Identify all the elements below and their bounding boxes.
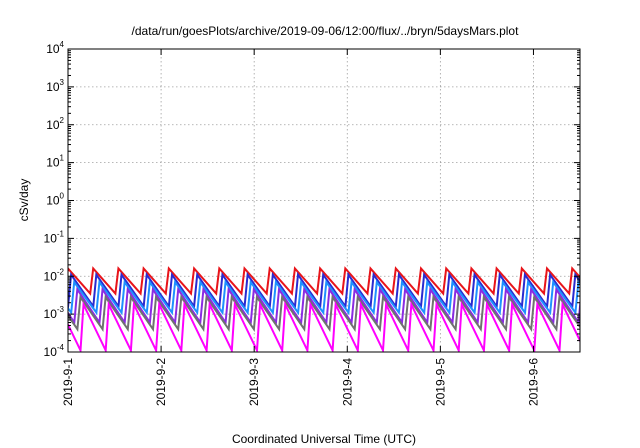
y-tick-exponent: 1 (60, 154, 65, 163)
y-tick-exponent: 0 (60, 192, 65, 201)
y-tick-base: 10 (46, 194, 60, 208)
y-tick-base: 10 (44, 345, 58, 359)
x-tick-label: 2019-9-1 (61, 358, 75, 406)
x-tick-label: 2019-9-6 (526, 358, 540, 406)
series-line (68, 286, 580, 326)
y-tick-label: 100 (46, 192, 64, 208)
y-tick-label: 103 (46, 78, 64, 94)
y-tick-base: 10 (46, 42, 60, 56)
y-tick-label: 104 (46, 40, 64, 56)
series-line (68, 271, 580, 310)
ticks (67, 48, 580, 353)
y-tick-label: 10-2 (44, 267, 65, 283)
x-axis-label: Coordinated Universal Time (UTC) (232, 432, 416, 446)
series-layer (68, 266, 580, 352)
y-tick-base: 10 (46, 80, 60, 94)
chart-title: /data/run/goesPlots/archive/2019-09-06/1… (132, 24, 520, 38)
x-tick-label: 2019-9-5 (433, 358, 447, 406)
x-tick-label: 2019-9-3 (247, 358, 261, 406)
y-tick-base: 10 (46, 156, 60, 170)
y-tick-exponent: -2 (57, 267, 65, 276)
series-line (68, 279, 580, 316)
x-tick-label: 2019-9-4 (340, 358, 354, 406)
y-tick-label: 10-1 (44, 229, 65, 245)
x-tick-label: 2019-9-2 (154, 358, 168, 406)
x-tick-labels: 2019-9-1 2019-9-2 2019-9-3 2019-9-4 2019-9-5… (61, 358, 540, 406)
series-line (68, 300, 580, 352)
y-tick-label: 101 (46, 154, 64, 170)
y-tick-label: 10-3 (44, 305, 65, 321)
y-axis-label: cSv/day (17, 179, 31, 222)
y-tick-base: 10 (44, 307, 58, 321)
y-tick-exponent: -3 (57, 305, 65, 314)
y-tick-exponent: 2 (60, 116, 65, 125)
y-tick-exponent: 4 (60, 40, 65, 49)
y-tick-exponent: -4 (57, 343, 65, 352)
y-tick-label: 10-4 (44, 343, 65, 359)
y-tick-exponent: 3 (60, 78, 65, 87)
y-tick-base: 10 (44, 269, 58, 283)
y-tick-exponent: -1 (57, 229, 65, 238)
series-line (68, 294, 580, 333)
y-tick-base: 10 (46, 118, 60, 132)
series-line (68, 266, 580, 296)
y-tick-base: 10 (44, 231, 58, 245)
y-tick-label: 102 (46, 116, 64, 132)
